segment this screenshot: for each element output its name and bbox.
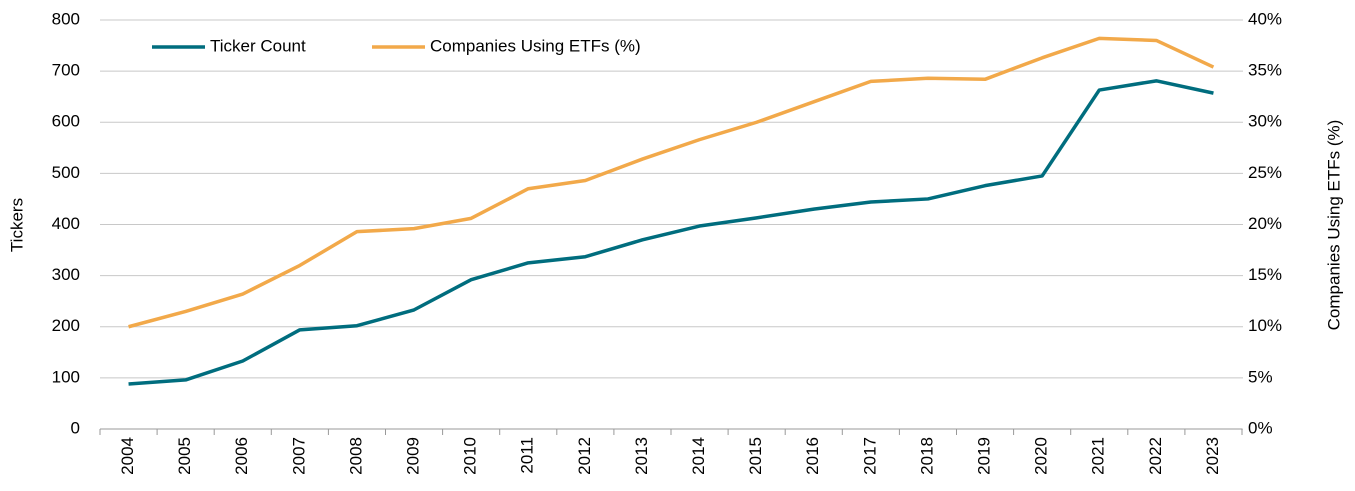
series-line: [128, 36, 1215, 329]
x-tick-label: 2017: [860, 437, 879, 475]
y2-tick-label: 10%: [1248, 316, 1282, 335]
x-tick-label: 2021: [1089, 437, 1108, 475]
y-tick-label: 700: [52, 61, 80, 80]
y-tick-label: 500: [52, 163, 80, 182]
y2-tick-label: 35%: [1248, 61, 1282, 80]
y2-tick-label: 25%: [1248, 163, 1282, 182]
y2-tick-label: 30%: [1248, 112, 1282, 131]
x-tick-label: 2011: [518, 437, 537, 474]
x-tick-label: 2012: [575, 437, 594, 475]
y2-tick-label: 0%: [1248, 418, 1273, 437]
y-tick-label: 200: [52, 316, 80, 335]
x-tick-label: 2016: [803, 437, 822, 475]
x-tick-label: 2008: [346, 437, 365, 475]
series-line: [128, 79, 1214, 386]
y-tick-label: 400: [52, 214, 80, 233]
y-tick-label: 100: [52, 367, 80, 386]
x-tick-label: 2009: [404, 437, 423, 475]
y-tick-label: 0: [71, 418, 80, 437]
y2-axis-label: Companies Using ETFs (%): [1324, 120, 1343, 331]
y-tick-label: 600: [52, 112, 80, 131]
x-tick-label: 2023: [1203, 437, 1222, 475]
x-tick-label: 2007: [289, 437, 308, 475]
x-tick-label: 2004: [118, 437, 137, 475]
y-tick-label: 800: [52, 9, 80, 28]
x-tick-label: 2005: [175, 437, 194, 475]
y2-tick-label: 5%: [1248, 367, 1273, 386]
y-tick-label: 300: [52, 265, 80, 284]
legend-label: Ticker Count: [210, 36, 306, 55]
y-axis-label: Tickers: [7, 198, 26, 252]
x-tick-label: 2022: [1146, 437, 1165, 475]
legend-label: Companies Using ETFs (%): [430, 36, 641, 55]
x-tick-label: 2013: [632, 437, 651, 475]
x-tick-label: 2019: [975, 437, 994, 475]
y2-tick-label: 15%: [1248, 265, 1282, 284]
x-tick-label: 2014: [689, 437, 708, 475]
x-tick-label: 2020: [1032, 437, 1051, 475]
y2-tick-label: 40%: [1248, 9, 1282, 28]
y2-tick-label: 20%: [1248, 214, 1282, 233]
x-tick-label: 2018: [917, 437, 936, 475]
x-tick-label: 2015: [746, 437, 765, 475]
x-tick-label: 2006: [232, 437, 251, 475]
x-tick-label: 2010: [461, 437, 480, 475]
